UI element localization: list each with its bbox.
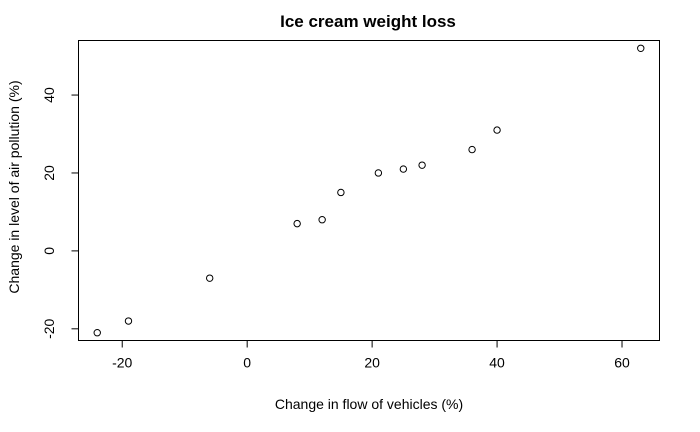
x-tick-label: -20 [112,355,132,371]
data-point [205,274,214,282]
y-tick-label: 0 [41,247,57,255]
y-tick-label: 20 [41,165,57,181]
y-tick-label: -20 [41,318,57,338]
y-axis: -20 0 20 40 [41,87,79,339]
data-point [418,161,426,169]
data-point [337,188,345,197]
chart-title: Ice cream weight loss [280,12,456,31]
x-tick-label: 20 [364,355,380,371]
y-tick-label: 40 [41,87,57,103]
x-tick-label: 0 [243,355,251,371]
data-point [399,165,408,173]
y-axis-label: Change in level of air pollution (%) [6,80,22,293]
plot-frame [78,40,660,341]
data-point [318,216,326,224]
data-points [93,44,645,337]
data-point [293,219,301,228]
x-tick-label: 60 [614,355,630,371]
data-point [374,169,383,177]
data-point [93,329,101,337]
data-point [124,317,133,325]
data-point [493,126,501,134]
data-point [637,44,645,52]
data-point [468,145,476,154]
x-axis: -20 0 20 40 60 [112,340,630,371]
x-tick-label: 40 [489,355,505,371]
x-axis-label: Change in flow of vehicles (%) [275,396,463,412]
